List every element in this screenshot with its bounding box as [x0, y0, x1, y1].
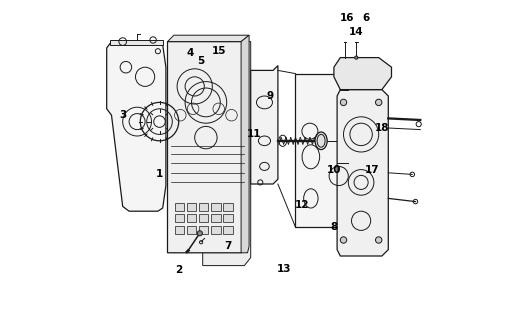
Polygon shape: [168, 42, 248, 253]
Bar: [174, 203, 184, 211]
Circle shape: [376, 99, 382, 106]
Bar: [211, 226, 221, 234]
Text: 5: 5: [198, 56, 204, 66]
Circle shape: [340, 237, 347, 243]
Bar: [296, 74, 348, 227]
Text: 12: 12: [295, 200, 309, 210]
Text: 11: 11: [247, 129, 261, 140]
Bar: [187, 214, 196, 222]
Polygon shape: [251, 66, 278, 184]
Text: 16: 16: [339, 12, 354, 23]
Text: 2: 2: [175, 265, 182, 276]
Text: 10: 10: [327, 164, 341, 175]
Circle shape: [355, 56, 358, 59]
Bar: [174, 214, 184, 222]
Bar: [211, 214, 221, 222]
Bar: [199, 214, 209, 222]
Text: 18: 18: [375, 123, 389, 133]
Text: 3: 3: [119, 110, 126, 120]
Ellipse shape: [315, 132, 327, 150]
Text: 14: 14: [349, 27, 364, 37]
Polygon shape: [241, 35, 249, 253]
Bar: [187, 226, 196, 234]
Bar: [187, 203, 196, 211]
Text: 9: 9: [266, 91, 274, 101]
Polygon shape: [337, 90, 388, 256]
Text: 13: 13: [277, 264, 291, 274]
Polygon shape: [168, 35, 249, 42]
Bar: [199, 226, 209, 234]
Polygon shape: [334, 58, 392, 90]
Text: 4: 4: [186, 48, 193, 58]
Bar: [174, 226, 184, 234]
Text: 6: 6: [362, 12, 369, 23]
Bar: [110, 40, 163, 45]
Bar: [199, 203, 209, 211]
Text: 7: 7: [225, 241, 232, 252]
Bar: [223, 226, 233, 234]
Bar: [211, 203, 221, 211]
Bar: [223, 203, 233, 211]
Circle shape: [197, 231, 202, 236]
Circle shape: [376, 237, 382, 243]
Text: 15: 15: [211, 46, 226, 56]
Text: 17: 17: [365, 164, 379, 175]
Polygon shape: [203, 42, 251, 266]
Text: 8: 8: [330, 222, 337, 232]
Polygon shape: [106, 42, 166, 211]
Bar: [223, 214, 233, 222]
Text: 1: 1: [156, 169, 163, 180]
Circle shape: [340, 99, 347, 106]
